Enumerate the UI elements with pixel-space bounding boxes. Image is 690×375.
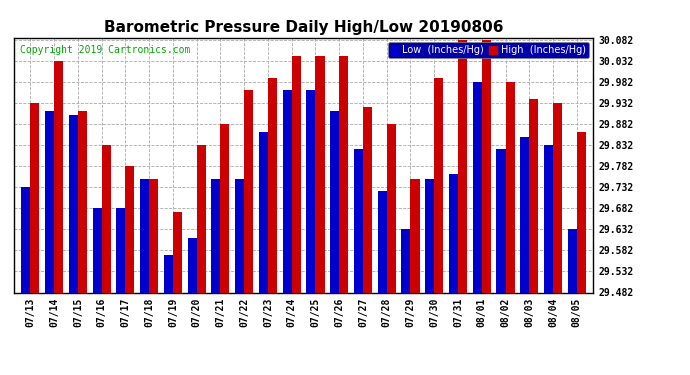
Bar — [434, 78, 443, 292]
Bar — [45, 111, 55, 292]
Bar — [21, 187, 30, 292]
Bar — [101, 145, 110, 292]
Bar — [235, 179, 244, 292]
Bar — [283, 90, 292, 292]
Bar — [221, 124, 230, 292]
Bar — [553, 103, 562, 292]
Bar — [577, 132, 586, 292]
Bar — [173, 212, 182, 292]
Bar — [402, 229, 411, 292]
Bar — [315, 57, 324, 292]
Bar — [126, 166, 135, 292]
Bar — [197, 145, 206, 292]
Bar — [386, 124, 396, 292]
Bar — [354, 149, 363, 292]
Bar — [506, 82, 515, 292]
Bar — [568, 229, 577, 292]
Bar — [30, 103, 39, 292]
Bar — [292, 57, 301, 292]
Bar — [425, 179, 434, 292]
Bar — [363, 107, 372, 292]
Bar — [449, 174, 458, 292]
Bar — [92, 208, 101, 292]
Bar — [149, 179, 158, 292]
Bar — [117, 208, 126, 292]
Bar — [188, 238, 197, 292]
Bar — [259, 132, 268, 292]
Bar — [458, 40, 467, 292]
Bar — [497, 149, 506, 292]
Legend: Low  (Inches/Hg), High  (Inches/Hg): Low (Inches/Hg), High (Inches/Hg) — [388, 42, 589, 58]
Bar — [544, 145, 553, 292]
Title: Barometric Pressure Daily High/Low 20190806: Barometric Pressure Daily High/Low 20190… — [104, 20, 503, 35]
Bar — [140, 179, 149, 292]
Bar — [55, 61, 63, 292]
Bar — [244, 90, 253, 292]
Bar — [411, 179, 420, 292]
Bar — [331, 111, 339, 292]
Bar — [69, 116, 78, 292]
Bar — [473, 82, 482, 292]
Bar — [268, 78, 277, 292]
Bar — [482, 40, 491, 292]
Bar — [520, 136, 529, 292]
Bar — [78, 111, 87, 292]
Text: Copyright 2019 Cartronics.com: Copyright 2019 Cartronics.com — [19, 45, 190, 55]
Bar — [377, 191, 386, 292]
Bar — [529, 99, 538, 292]
Bar — [306, 90, 315, 292]
Bar — [164, 255, 173, 292]
Bar — [339, 57, 348, 292]
Bar — [211, 179, 221, 292]
